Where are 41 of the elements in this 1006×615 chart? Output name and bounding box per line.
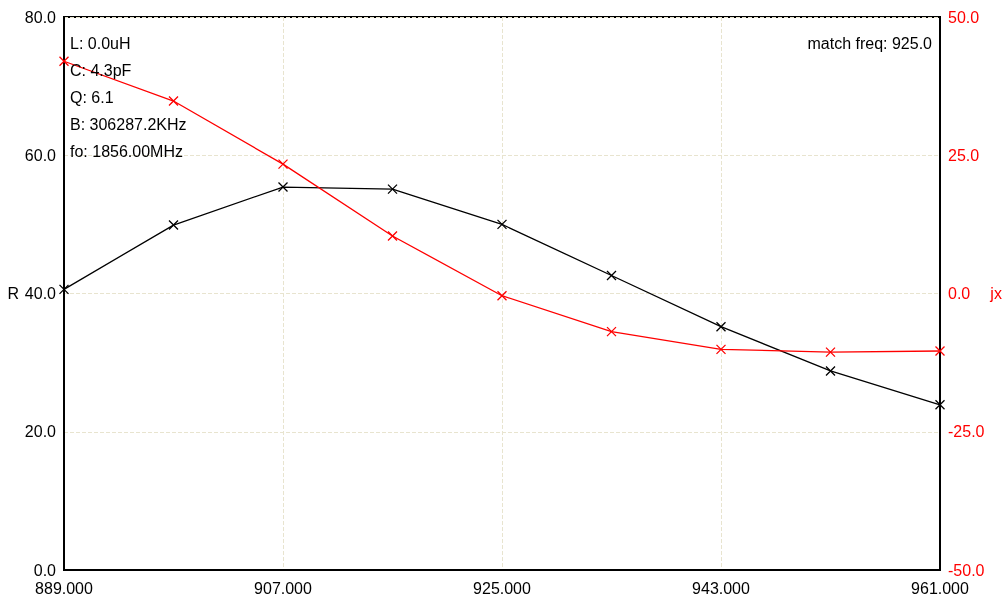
y2-tick-label: 50.0 (948, 8, 980, 26)
point (825, 346, 836, 358)
x-tick-label: 925.000 (473, 579, 532, 597)
annotation: fo: 1856.00MHz (70, 142, 183, 160)
annotation: L: 0.0uH (70, 34, 131, 52)
point (277, 181, 289, 193)
y-tick-label: 60.0 (24, 146, 57, 164)
point (277, 158, 289, 170)
y-tick-label: 0.0 (33, 561, 57, 579)
annotation: Q: 6.1 (70, 88, 114, 106)
y-tick-label: 40.0 (24, 285, 57, 302)
y2-tick-label: -25.0 (948, 423, 985, 441)
point (934, 399, 946, 410)
point (387, 183, 398, 195)
y-tick-label: 20.0 (24, 423, 57, 441)
x-tick-label: 889.000 (35, 579, 94, 597)
annotation: B: 306287.2KHz (70, 115, 187, 133)
x-tick-label: 907.000 (254, 579, 313, 597)
point (496, 219, 508, 230)
point (58, 284, 70, 295)
point (934, 345, 946, 357)
y-axis-title: R (7, 285, 19, 302)
y2-tick-label: 25.0 (948, 146, 980, 164)
point (825, 365, 836, 377)
point (168, 95, 179, 107)
annotation: C: 4.3pF (70, 61, 132, 79)
x-tick-label: 961.000 (911, 579, 970, 597)
point (168, 219, 179, 231)
y-tick-label: 80.0 (24, 8, 57, 26)
point (606, 270, 617, 281)
point (606, 326, 617, 337)
annotation: match freq: 925.0 (807, 34, 933, 52)
point (715, 344, 727, 355)
point (387, 230, 398, 242)
point (715, 321, 727, 332)
x-tick-label: 943.000 (692, 579, 751, 597)
point (496, 290, 508, 301)
y2-tick-label: -50.0 (948, 561, 985, 579)
point (58, 56, 70, 67)
y2-tick-label: 0.0 (948, 285, 971, 302)
y2-axis-title: jx (989, 285, 1002, 302)
